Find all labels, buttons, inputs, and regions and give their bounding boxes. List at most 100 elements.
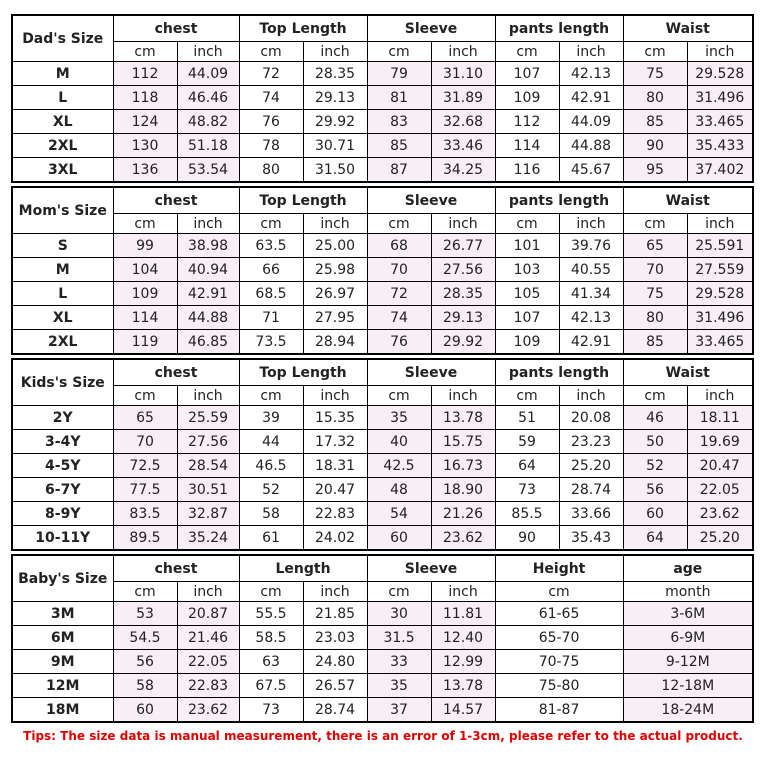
size-label-cell: 3XL bbox=[11, 157, 114, 183]
value-cell: 64 bbox=[622, 525, 688, 551]
unit-header: cm bbox=[494, 41, 560, 62]
unit-header: cm bbox=[238, 213, 304, 234]
value-cell: 75 bbox=[622, 61, 688, 86]
size-label-cell: XL bbox=[11, 109, 114, 134]
value-cell: 60 bbox=[112, 697, 178, 723]
value-cell: 89.5 bbox=[112, 525, 178, 551]
table-row: 2XL 119 46.85 73.5 28.94 76 29.92 109 42.91 85 33.… bbox=[11, 329, 754, 355]
value-cell: 28.74 bbox=[558, 477, 624, 502]
value-cell: 28.35 bbox=[430, 281, 496, 306]
table-row: 6M 54.5 21.46 58.5 23.03 31.5 12.40 65-70 6-9M bbox=[11, 625, 754, 650]
unit-header: cm bbox=[366, 581, 432, 602]
value-cell: 81 bbox=[366, 85, 432, 110]
unit-header: inch bbox=[430, 41, 496, 62]
value-cell: 109 bbox=[494, 85, 560, 110]
unit-header: inch bbox=[302, 385, 368, 406]
value-cell: 72.5 bbox=[112, 453, 178, 478]
unit-header: inch bbox=[430, 581, 496, 602]
value-cell: 35.43 bbox=[558, 525, 624, 551]
value-cell: 44.09 bbox=[558, 109, 624, 134]
value-cell: 32.87 bbox=[176, 501, 240, 526]
unit-header: inch bbox=[176, 213, 240, 234]
value-cell: 76 bbox=[366, 329, 432, 355]
value-cell: 73.5 bbox=[238, 329, 304, 355]
value-cell: 73 bbox=[238, 697, 304, 723]
size-label-cell: 18M bbox=[11, 697, 114, 723]
unit-header: inch bbox=[430, 213, 496, 234]
value-cell: 60 bbox=[622, 501, 688, 526]
value-cell: 23.23 bbox=[558, 429, 624, 454]
value-cell: 23.03 bbox=[302, 625, 368, 650]
value-cell: 32.68 bbox=[430, 109, 496, 134]
value-cell: 70 bbox=[112, 429, 178, 454]
group-header: Sleeve bbox=[366, 14, 496, 42]
size-label-cell: XL bbox=[11, 305, 114, 330]
value-cell: 20.08 bbox=[558, 405, 624, 430]
value-cell: 23.62 bbox=[176, 697, 240, 723]
value-cell: 37.402 bbox=[686, 157, 754, 183]
group-header: Top Length bbox=[238, 186, 368, 214]
value-cell: 18-24M bbox=[622, 697, 754, 723]
value-cell: 29.528 bbox=[686, 281, 754, 306]
table-row: 2XL 130 51.18 78 30.71 85 33.46 114 44.88 90 35.43… bbox=[11, 133, 754, 158]
value-cell: 23.62 bbox=[686, 501, 754, 526]
table-row: M 104 40.94 66 25.98 70 27.56 103 40.55 70 27.559 bbox=[11, 257, 754, 282]
value-cell: 24.80 bbox=[302, 649, 368, 674]
group-header: pants length bbox=[494, 186, 624, 214]
value-cell: 45.67 bbox=[558, 157, 624, 183]
value-cell: 67.5 bbox=[238, 673, 304, 698]
value-cell: 64 bbox=[494, 453, 560, 478]
value-cell: 40 bbox=[366, 429, 432, 454]
value-cell: 26.97 bbox=[302, 281, 368, 306]
size-header: Kids's Size bbox=[11, 358, 114, 406]
size-label-cell: 9M bbox=[11, 649, 114, 674]
value-cell: 80 bbox=[238, 157, 304, 183]
size-header: Mom's Size bbox=[11, 186, 114, 234]
size-label-cell: 12M bbox=[11, 673, 114, 698]
value-cell: 12-18M bbox=[622, 673, 754, 698]
value-cell: 33 bbox=[366, 649, 432, 674]
value-cell: 30 bbox=[366, 601, 432, 626]
value-cell: 61 bbox=[238, 525, 304, 551]
size-label-cell: 2XL bbox=[11, 133, 114, 158]
value-cell: 83.5 bbox=[112, 501, 178, 526]
group-header: Sleeve bbox=[366, 186, 496, 214]
unit-header: cm bbox=[494, 581, 624, 602]
group-header: Waist bbox=[622, 186, 754, 214]
value-cell: 41.34 bbox=[558, 281, 624, 306]
value-cell: 42.13 bbox=[558, 305, 624, 330]
value-cell: 68 bbox=[366, 233, 432, 258]
size-label-cell: 3M bbox=[11, 601, 114, 626]
value-cell: 27.559 bbox=[686, 257, 754, 282]
table-row: XL 124 48.82 76 29.92 83 32.68 112 44.09 85 33.465 bbox=[11, 109, 754, 134]
unit-header: inch bbox=[558, 213, 624, 234]
value-cell: 65 bbox=[622, 233, 688, 258]
table-row: 9M 56 22.05 63 24.80 33 12.99 70-75 9-12M bbox=[11, 649, 754, 674]
value-cell: 20.47 bbox=[302, 477, 368, 502]
group-header: chest bbox=[112, 358, 240, 386]
value-cell: 46.5 bbox=[238, 453, 304, 478]
group-header: Top Length bbox=[238, 14, 368, 42]
value-cell: 33.465 bbox=[686, 329, 754, 355]
value-cell: 112 bbox=[112, 61, 178, 86]
unit-header: inch bbox=[176, 385, 240, 406]
value-cell: 33.66 bbox=[558, 501, 624, 526]
unit-header: inch bbox=[686, 385, 754, 406]
value-cell: 107 bbox=[494, 305, 560, 330]
unit-header: cm bbox=[238, 41, 304, 62]
size-label-cell: 2Y bbox=[11, 405, 114, 430]
value-cell: 104 bbox=[112, 257, 178, 282]
value-cell: 29.13 bbox=[302, 85, 368, 110]
value-cell: 35.24 bbox=[176, 525, 240, 551]
value-cell: 26.77 bbox=[430, 233, 496, 258]
value-cell: 21.85 bbox=[302, 601, 368, 626]
value-cell: 63 bbox=[238, 649, 304, 674]
value-cell: 77.5 bbox=[112, 477, 178, 502]
value-cell: 107 bbox=[494, 61, 560, 86]
unit-header: inch bbox=[176, 581, 240, 602]
value-cell: 72 bbox=[366, 281, 432, 306]
value-cell: 15.35 bbox=[302, 405, 368, 430]
value-cell: 95 bbox=[622, 157, 688, 183]
value-cell: 40.94 bbox=[176, 257, 240, 282]
value-cell: 25.59 bbox=[176, 405, 240, 430]
